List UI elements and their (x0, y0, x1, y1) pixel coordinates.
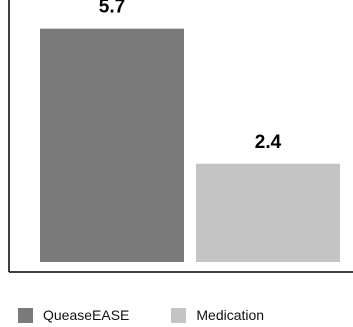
legend-swatch-medication (171, 307, 187, 323)
data-labels-group: 5.7 2.4 (99, 0, 282, 153)
legend-label-medication: Medication (196, 307, 265, 323)
legend-label-queaseease: QueaseEASE (43, 307, 130, 323)
legend-swatch-queaseease (18, 307, 33, 323)
legend-item-medication: Medication (171, 307, 264, 323)
legend-item-queaseease: QueaseEASE (18, 307, 129, 323)
data-label-queaseease: 5.7 (99, 0, 125, 18)
bar-medication (196, 163, 340, 262)
bar-queaseease (40, 28, 184, 262)
bars-group (40, 28, 340, 262)
data-label-medication: 2.4 (255, 132, 282, 153)
legend: QueaseEASE Medication (18, 307, 306, 323)
